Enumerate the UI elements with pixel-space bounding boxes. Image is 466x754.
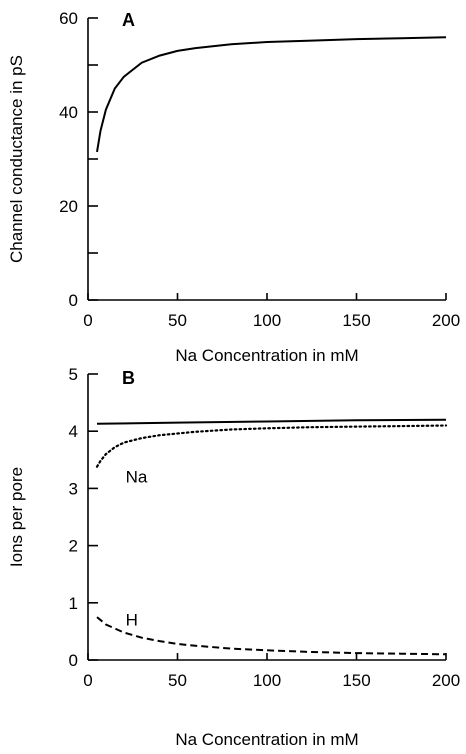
panel-a: 0 50 100 150 200 0 20 40 60 Na Concentration in m…: [7, 9, 460, 365]
y-tick-label: 0: [69, 291, 78, 310]
panel-label: B: [122, 368, 135, 388]
series-line-dashed: [96, 616, 447, 656]
y-axis-title: Channel conductance in pS: [7, 55, 26, 263]
y-tick-label: 1: [69, 594, 78, 613]
y-axis-title: Ions per pore: [7, 467, 26, 567]
x-tick-label: 0: [83, 671, 92, 690]
x-tick-label: 100: [253, 311, 281, 330]
x-tick-label: 50: [168, 671, 187, 690]
x-tick-label: 200: [432, 671, 460, 690]
panel-label: A: [122, 10, 135, 30]
series-annotation: Na: [126, 468, 148, 487]
series-line-solid: [96, 418, 447, 425]
x-axis-title: Na Concentration in mM: [175, 730, 358, 749]
panel-b: 0 50 100 150 200 0 1 2 3 4 5 Na Concentration in mM…: [7, 365, 460, 749]
x-tick-label: 150: [342, 311, 370, 330]
x-tick-label: 200: [432, 311, 460, 330]
series-annotation: H: [126, 611, 138, 630]
y-tick-label: 0: [69, 651, 78, 670]
series-line-solid: [96, 36, 447, 153]
y-tick-label: 40: [59, 103, 78, 122]
y-tick-label: 4: [69, 422, 78, 441]
y-tick-label: 20: [59, 197, 78, 216]
y-tick-label: 60: [59, 9, 78, 28]
x-tick-label: 0: [83, 311, 92, 330]
x-tick-label: 50: [168, 311, 187, 330]
series-line-dotted: [95, 424, 448, 468]
x-axis-title: Na Concentration in mM: [175, 346, 358, 365]
y-tick-label: 5: [69, 365, 78, 384]
y-tick-label: 3: [69, 479, 78, 498]
x-tick-label: 100: [253, 671, 281, 690]
y-tick-label: 2: [69, 537, 78, 556]
x-tick-label: 150: [342, 671, 370, 690]
